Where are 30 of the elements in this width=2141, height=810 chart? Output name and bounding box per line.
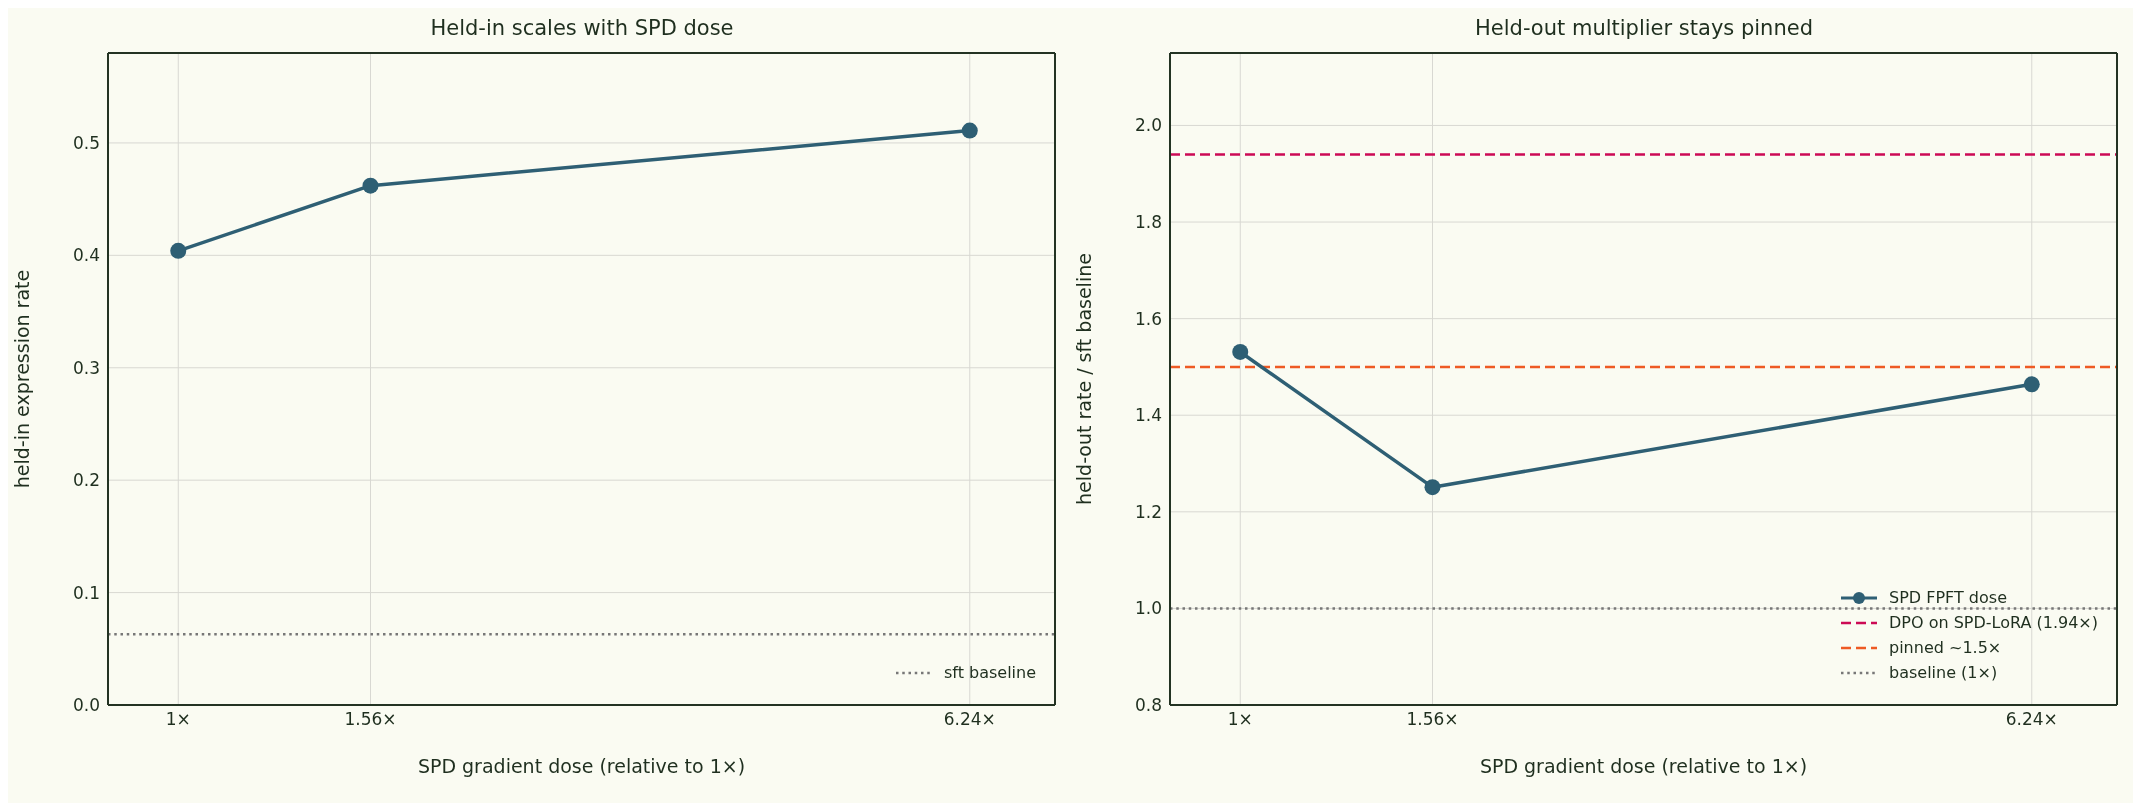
y-tick-label: 0.4 <box>72 245 100 266</box>
chart-title: Held-out multiplier stays pinned <box>1474 16 1814 40</box>
x-tick-label: 1.56× <box>1406 709 1459 730</box>
x-tick-label: 1× <box>165 709 191 730</box>
y-tick-label: 0.3 <box>72 357 100 378</box>
y-tick-label: 1.6 <box>1134 308 1162 329</box>
chart-title: Held-in scales with SPD dose <box>429 16 735 40</box>
y-tick-label: 0.8 <box>1134 695 1162 716</box>
y-tick-label: 2.0 <box>1134 115 1162 136</box>
x-tick-label: 6.24× <box>2005 709 2058 730</box>
y-tick-label: 0.0 <box>72 695 100 716</box>
y-axis-title: held-out rate / sft baseline <box>1072 253 1095 505</box>
legend-label: SPD FPFT dose <box>1889 588 2007 607</box>
y-tick-label: 0.1 <box>72 582 100 603</box>
y-tick-label: 1.2 <box>1134 501 1162 522</box>
legend-label: sft baseline <box>943 663 1036 682</box>
y-tick-label: 1.4 <box>1134 405 1162 426</box>
legend-label: pinned ~1.5× <box>1889 638 2002 657</box>
legend-label: DPO on SPD-LoRA (1.94×) <box>1889 613 2098 632</box>
y-tick-label: 1.0 <box>1134 598 1162 619</box>
x-tick-label: 1.56× <box>344 709 397 730</box>
y-tick-label: 0.5 <box>72 132 100 153</box>
x-axis-title: SPD gradient dose (relative to 1×) <box>417 755 746 777</box>
x-tick-label: 1× <box>1227 709 1253 730</box>
x-tick-label: 6.24× <box>943 709 996 730</box>
y-tick-label: 0.2 <box>72 470 100 491</box>
legend-label: baseline (1×) <box>1889 663 1998 682</box>
y-axis-title: held-in expression rate <box>10 269 33 489</box>
y-tick-label: 1.8 <box>1134 212 1162 233</box>
x-axis-title: SPD gradient dose (relative to 1×) <box>1479 755 1808 777</box>
